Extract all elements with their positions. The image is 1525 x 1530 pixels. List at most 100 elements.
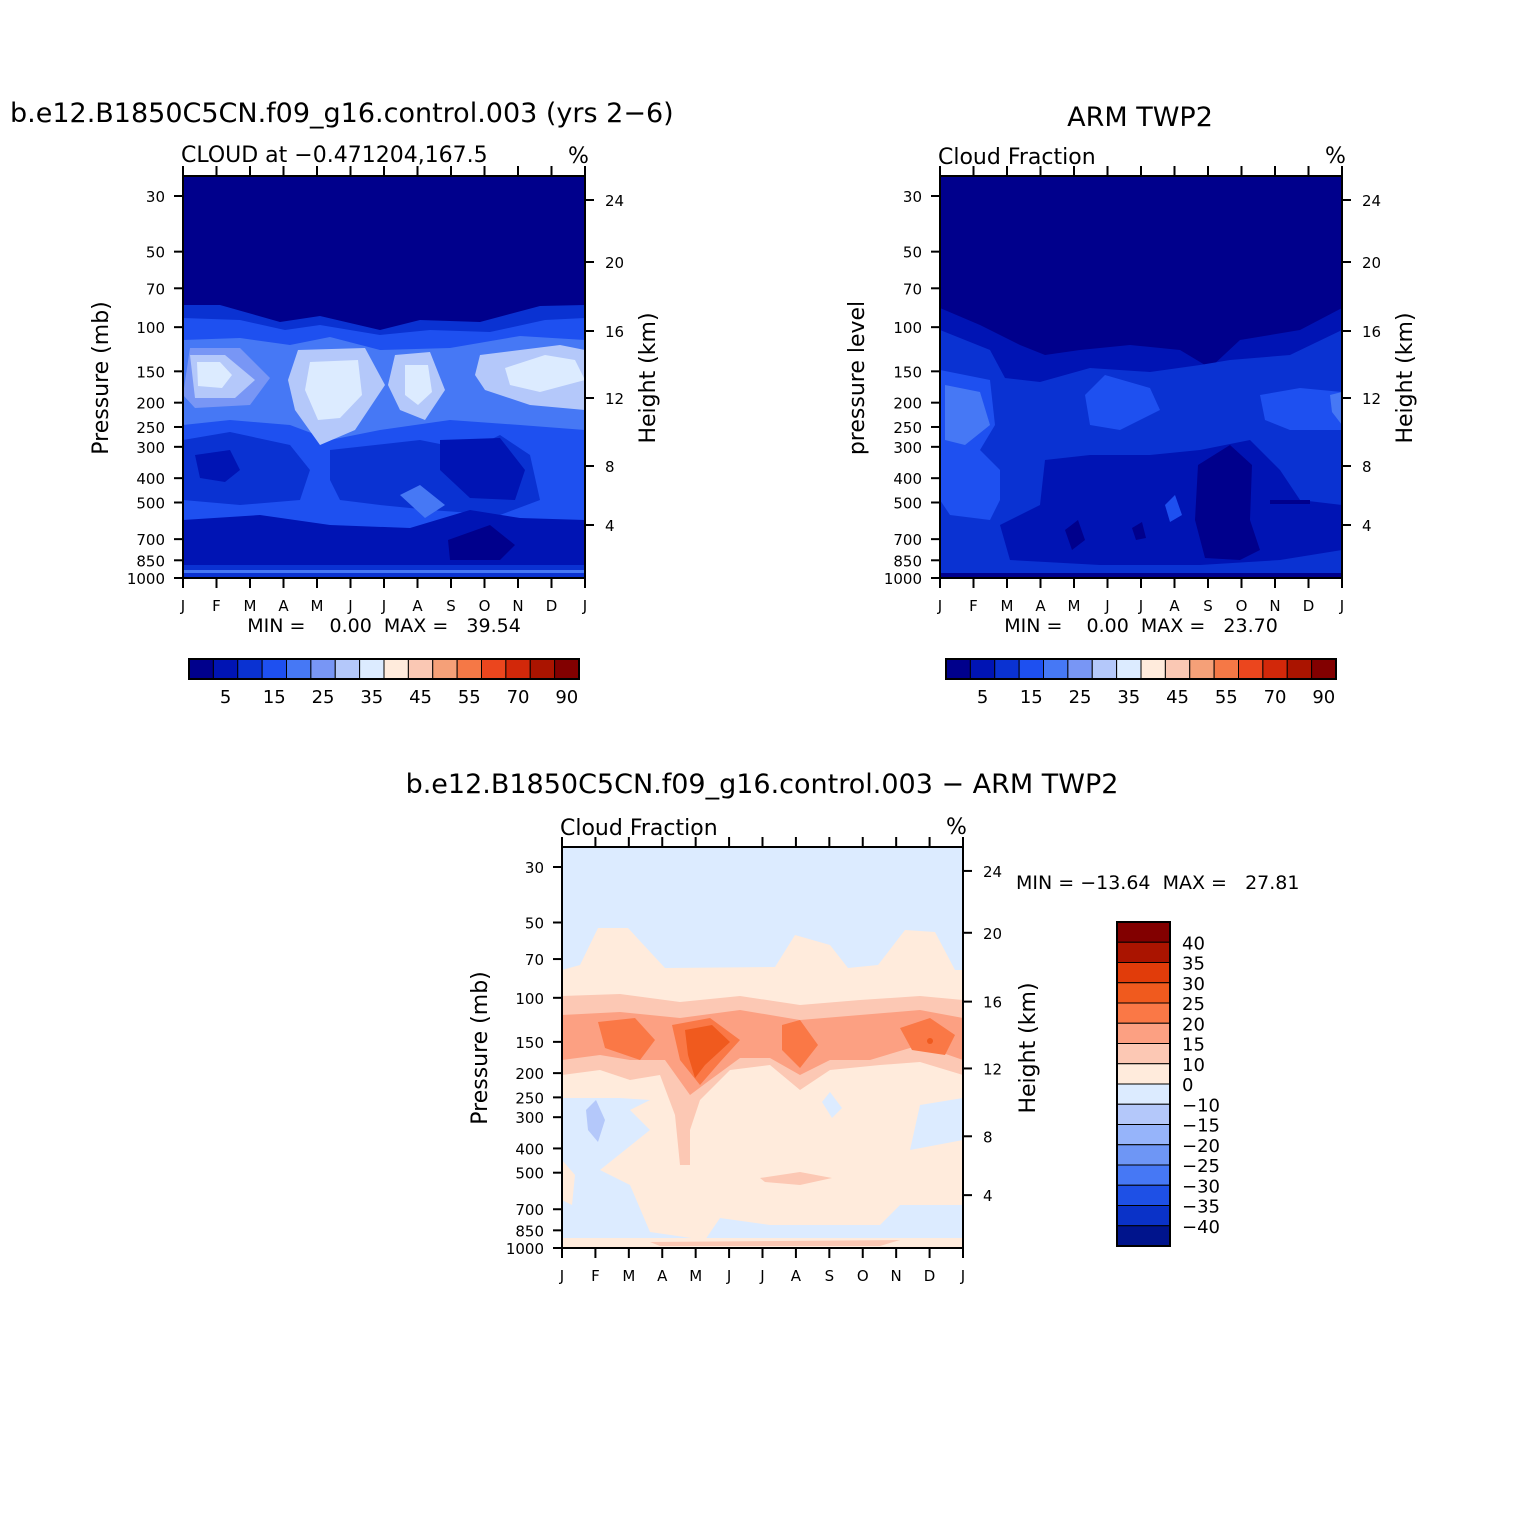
colorbar-swatch [1286, 658, 1313, 680]
colorbar-swatch [1116, 1144, 1171, 1166]
month-tick-label: A [278, 597, 289, 615]
month-tick-label: M [1001, 597, 1014, 615]
colorbar-label: 30 [1182, 974, 1205, 995]
pressure-tick-label: 850 [136, 552, 165, 570]
panel-diff-units: % [946, 815, 967, 840]
pressure-tick-label: 700 [136, 531, 165, 549]
panel-diff-stats: MIN = −13.64 MAX = 27.81 [1016, 872, 1299, 894]
contour-band-0-e [448, 525, 515, 560]
panel-model-ylabel: Pressure (mb) [89, 301, 114, 455]
colorbar-swatch [1262, 658, 1288, 680]
colorbar-swatch [994, 658, 1020, 680]
pressure-tick-label: 70 [525, 951, 544, 969]
colorbar-label: −25 [1182, 1156, 1220, 1177]
colorbar-swatch [1116, 1205, 1171, 1227]
colorbar-label: 55 [1215, 687, 1238, 708]
month-tick-label: O [479, 597, 491, 615]
colorbar-swatch [481, 658, 507, 680]
pressure-tick-label: 1000 [884, 570, 922, 588]
month-tick-label: J [759, 1267, 764, 1285]
contour-band-25-d [940, 445, 1000, 520]
colorbar-swatch [237, 658, 263, 680]
height-tick-label: 8 [605, 458, 615, 476]
contour-band-5-b [195, 450, 240, 482]
contour-band-25-d [927, 1038, 933, 1044]
pressure-tick-label: 700 [893, 531, 922, 549]
colorbar-label: 40 [1182, 933, 1205, 954]
colorbar-label: 5 [220, 687, 231, 708]
colorbar-swatch [1164, 658, 1191, 680]
colorbar-swatch [359, 658, 385, 680]
panel-model-contours [183, 176, 585, 578]
panel-diff-contours [562, 847, 963, 1248]
colorbar-label: 10 [1182, 1055, 1205, 1076]
contour-band-0-c [1065, 520, 1085, 550]
colorbar-label: −30 [1182, 1176, 1220, 1197]
pressure-tick-label: 850 [515, 1222, 544, 1240]
panel-obs-stats: MIN = 0.00 MAX = 23.70 [1004, 615, 1278, 637]
height-tick-label: 4 [605, 517, 615, 535]
colorbar-swatch [969, 658, 996, 680]
colorbar-swatch [1116, 982, 1171, 1004]
month-tick-label: F [591, 1267, 600, 1285]
pressure-tick-label: 100 [515, 990, 544, 1008]
pressure-tick-label: 700 [515, 1201, 544, 1219]
colorbar-label: 70 [507, 687, 530, 708]
month-tick-label: J [1104, 597, 1109, 615]
pressure-tick-label: 150 [136, 363, 165, 381]
colorbar-swatch [1140, 658, 1166, 680]
colorbar-swatch [1238, 658, 1264, 680]
panel-obs-ylabel: pressure level [845, 301, 870, 455]
pressure-tick-label: 300 [136, 439, 165, 457]
month-tick-label: J [1138, 597, 1143, 615]
pressure-tick-label: 300 [893, 439, 922, 457]
month-tick-label: O [857, 1267, 869, 1285]
colorbar-swatch [1116, 1063, 1171, 1085]
colorbar-label: −15 [1182, 1116, 1220, 1137]
colorbar-swatch [456, 658, 482, 680]
height-tick-label: 20 [605, 254, 624, 272]
pressure-tick-label: 850 [893, 552, 922, 570]
colorbar-label: 15 [1020, 687, 1043, 708]
height-tick-label: 24 [605, 192, 624, 210]
month-tick-label: A [1035, 597, 1046, 615]
colorbar-label: 25 [1182, 994, 1205, 1015]
contour-band-25-b [685, 1025, 730, 1078]
pressure-tick-label: 300 [515, 1109, 544, 1127]
contour-band-10-e [760, 1172, 832, 1185]
contour-band-15-b [183, 432, 310, 505]
panel-model: b.e12.B1850C5CN.f09_g16.control.003 (yrs… [10, 98, 674, 708]
pressure-tick-label: 100 [136, 319, 165, 337]
colorbar-frame [188, 658, 580, 680]
month-tick-label: J [559, 1267, 564, 1285]
pressure-tick-label: 500 [136, 494, 165, 512]
colorbar-label: 90 [555, 687, 578, 708]
month-tick-label: D [924, 1267, 936, 1285]
colorbar-label: −35 [1182, 1197, 1220, 1218]
colorbar-swatch [1116, 1083, 1171, 1105]
contour-band-55-b [305, 360, 362, 420]
panel-model-title: b.e12.B1850C5CN.f09_g16.control.003 (yrs… [10, 98, 674, 129]
month-tick-label: A [657, 1267, 668, 1285]
month-tick-label: D [546, 597, 558, 615]
month-tick-label: J [1339, 597, 1344, 615]
pressure-tick-label: 200 [893, 395, 922, 413]
month-tick-label: J [937, 597, 942, 615]
contour-band-neg10-a [586, 1100, 605, 1142]
contour-band-0-d [1132, 522, 1146, 540]
colorbar-label: 35 [1182, 954, 1205, 975]
height-tick-label: 16 [1362, 323, 1381, 341]
contour-band-neg-b [822, 1092, 842, 1118]
contour-band-25-e [1165, 495, 1182, 522]
colorbar-swatch [1116, 1164, 1171, 1186]
panel-diff-title: b.e12.B1850C5CN.f09_g16.control.003 − AR… [406, 769, 1119, 800]
pressure-tick-label: 150 [515, 1034, 544, 1052]
height-tick-label: 12 [1362, 390, 1381, 408]
pressure-tick-label: 250 [136, 419, 165, 437]
colorbar-swatch [1189, 658, 1215, 680]
colorbar-swatch [1116, 1002, 1171, 1024]
contour-band-25-c [1260, 388, 1342, 430]
contour-band-35-a [945, 385, 990, 445]
